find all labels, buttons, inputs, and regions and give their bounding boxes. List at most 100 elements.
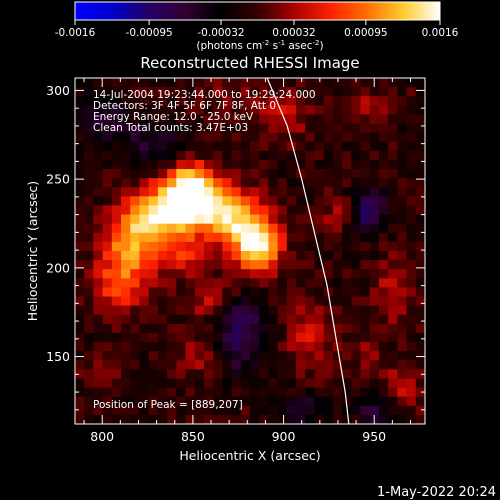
heatmap-cell: [185, 314, 196, 325]
heatmap-cell: [351, 260, 362, 270]
heatmap-cell: [360, 414, 371, 424]
heatmap-cell: [314, 96, 325, 106]
heatmap-cell: [93, 178, 104, 188]
heatmap-cell: [176, 196, 187, 207]
heatmap-cell: [314, 178, 325, 188]
heatmap-cell: [75, 214, 85, 225]
heatmap-cell: [323, 332, 334, 343]
heatmap-cell: [167, 387, 177, 398]
heatmap-cell: [268, 105, 279, 116]
heatmap-cell: [222, 305, 233, 316]
heatmap-cell: [194, 323, 205, 334]
heatmap-cell: [185, 360, 196, 370]
heatmap-cell: [286, 241, 297, 252]
heatmap-cell: [102, 405, 113, 416]
heatmap-cell: [121, 387, 131, 398]
heatmap-cell: [75, 387, 85, 398]
heatmap-cell: [111, 378, 122, 389]
heatmap-cell: [268, 223, 279, 234]
heatmap-cell: [84, 205, 95, 216]
heatmap-cell: [139, 96, 150, 106]
heatmap-cell: [378, 351, 389, 361]
heatmap-cell: [268, 278, 279, 289]
heatmap-cell: [314, 105, 325, 116]
heatmap-cell: [130, 378, 141, 389]
heatmap-cell: [351, 342, 362, 352]
detectors-annotation: Detectors: 3F 4F 5F 6F 7F 8F, Att 0: [93, 100, 276, 112]
heatmap-cell: [222, 178, 233, 188]
heatmap-cell: [231, 405, 242, 416]
heatmap-cell: [93, 269, 104, 279]
heatmap-cell: [388, 96, 398, 106]
heatmap-cell: [121, 105, 131, 116]
colorbar-tick-label: 0.00095: [344, 27, 387, 39]
heatmap-cell: [342, 305, 352, 316]
heatmap-cell: [351, 323, 362, 334]
heatmap-cell: [111, 205, 122, 216]
heatmap-cell: [167, 169, 177, 179]
heatmap-cell: [93, 260, 104, 270]
heatmap-cell: [360, 369, 371, 380]
heatmap-cell: [93, 114, 104, 125]
heatmap-cell: [397, 232, 408, 243]
heatmap-cell: [130, 241, 141, 252]
heatmap-cell: [277, 414, 288, 424]
heatmap-cell: [167, 223, 177, 234]
heatmap-cell: [203, 178, 214, 188]
heatmap-cell: [406, 405, 417, 416]
heatmap-cell: [185, 132, 196, 143]
heatmap-cell: [176, 414, 187, 424]
heatmap-cell: [148, 296, 159, 307]
heatmap-cell: [323, 169, 334, 179]
heatmap-cell: [93, 105, 104, 116]
heatmap-cell: [93, 396, 104, 407]
heatmap-cell: [268, 305, 279, 316]
heatmap-cell: [397, 169, 408, 179]
heatmap-cell: [139, 260, 150, 270]
heatmap-cell: [323, 178, 334, 188]
heatmap-cell: [378, 96, 389, 106]
heatmap-cell: [148, 314, 159, 325]
heatmap-cell: [378, 150, 389, 161]
heatmap-cell: [332, 123, 343, 134]
heatmap-cell: [111, 360, 122, 370]
heatmap-cell: [130, 351, 141, 361]
heatmap-cell: [130, 178, 141, 188]
heatmap-cell: [139, 123, 150, 134]
heatmap-cell: [332, 351, 343, 361]
heatmap-cell: [360, 314, 371, 325]
heatmap-cell: [213, 296, 223, 307]
heatmap-cell: [296, 405, 306, 416]
heatmap-cell: [139, 296, 150, 307]
heatmap-cell: [332, 87, 343, 97]
heatmap-cell: [360, 87, 371, 97]
heatmap-cell: [240, 387, 251, 398]
heatmap-cell: [351, 269, 362, 279]
heatmap-cell: [176, 305, 187, 316]
heatmap-cell: [185, 414, 196, 424]
heatmap-cell: [342, 269, 352, 279]
heatmap-cell: [121, 278, 131, 289]
heatmap-cell: [259, 260, 270, 270]
heatmap-cell: [148, 105, 159, 116]
heatmap-cell: [148, 169, 159, 179]
heatmap-cell: [203, 196, 214, 207]
heatmap-cell: [194, 159, 205, 170]
heatmap-cell: [157, 241, 168, 252]
heatmap-cell: [167, 159, 177, 170]
heatmap-cell: [250, 78, 260, 88]
heatmap-cell: [240, 332, 251, 343]
heatmap-cell: [369, 150, 380, 161]
heatmap-cell: [378, 214, 389, 225]
heatmap-cell: [194, 296, 205, 307]
heatmap-cell: [139, 278, 150, 289]
heatmap-cell: [332, 214, 343, 225]
heatmap-cell: [139, 251, 150, 261]
heatmap-cell: [157, 187, 168, 197]
heatmap-cell: [369, 305, 380, 316]
heatmap-cell: [415, 123, 425, 134]
heatmap-cell: [130, 314, 141, 325]
heatmap-cell: [93, 187, 104, 197]
heatmap-cell: [222, 196, 233, 207]
heatmap-cell: [139, 87, 150, 97]
